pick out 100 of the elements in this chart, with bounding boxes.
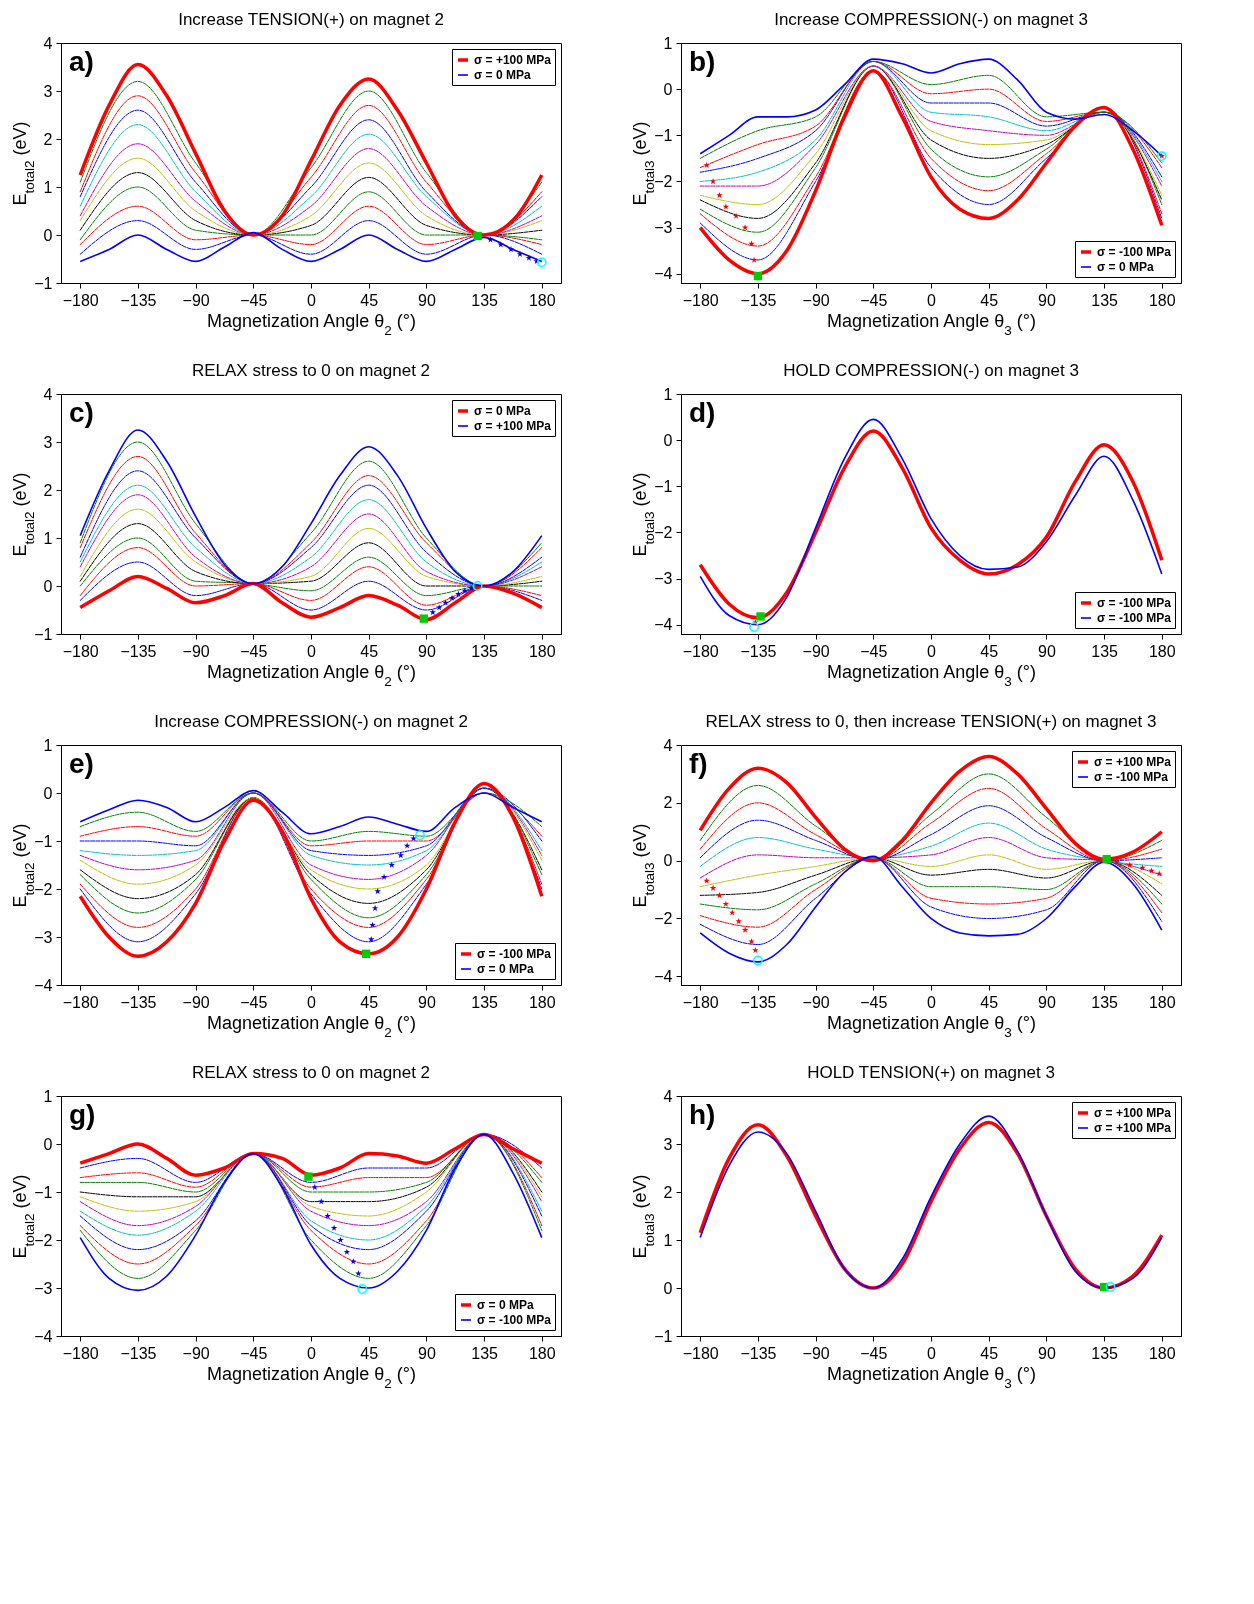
y-tick-label: −1 <box>654 1327 673 1345</box>
x-tick-label: 0 <box>927 993 937 1011</box>
x-tick-label: 45 <box>360 993 379 1011</box>
annotation: f) <box>689 748 708 779</box>
annotation: b) <box>689 46 716 77</box>
x-tick-label: −90 <box>182 291 210 309</box>
y-tick-label: −3 <box>654 219 673 237</box>
x-tick-label: 45 <box>980 993 999 1011</box>
y-tick-label: −4 <box>654 616 673 634</box>
x-tick-label: 0 <box>927 1344 937 1362</box>
x-tick-label: −45 <box>240 1344 268 1362</box>
x-tick-label: 135 <box>471 1344 499 1362</box>
chart-title: Increase COMPRESSION(-) on magnet 2 <box>154 712 468 731</box>
y-tick-label: 0 <box>663 431 673 449</box>
x-tick-label: −135 <box>120 642 157 660</box>
legend-label: σ = +100 MPa <box>474 53 552 67</box>
legend-label: σ = +100 MPa <box>1094 755 1172 769</box>
x-tick-label: −45 <box>860 642 888 660</box>
y-tick-label: 1 <box>43 1087 53 1105</box>
x-tick-label: 135 <box>1091 1344 1119 1362</box>
y-tick-label: −4 <box>654 967 673 985</box>
y-tick-label: 0 <box>43 784 53 802</box>
x-tick-label: 90 <box>1037 993 1056 1011</box>
x-tick-label: 180 <box>528 993 556 1011</box>
x-tick-label: −45 <box>860 1344 888 1362</box>
x-tick-label: −135 <box>740 993 777 1011</box>
y-tick-label: 3 <box>43 82 53 100</box>
x-tick-label: 0 <box>307 1344 317 1362</box>
x-tick-label: 0 <box>307 642 317 660</box>
y-tick-label: −3 <box>34 1279 53 1297</box>
y-tick-label: −3 <box>34 928 53 946</box>
x-tick-label: 45 <box>980 642 999 660</box>
x-tick-label: 0 <box>307 993 317 1011</box>
y-tick-label: 1 <box>43 178 53 196</box>
y-tick-label: −2 <box>34 1231 53 1249</box>
y-tick-label: 2 <box>663 1183 673 1201</box>
x-axis-title: Magnetization Angle θ$_{3}$ (°) <box>827 310 1036 337</box>
x-tick-label: 180 <box>528 1344 556 1362</box>
x-tick-label: 45 <box>980 291 999 309</box>
x-tick-label: 135 <box>1091 993 1119 1011</box>
annotation: g) <box>69 1099 96 1130</box>
y-tick-label: 4 <box>663 736 673 754</box>
x-tick-label: −180 <box>62 642 99 660</box>
x-tick-label: 135 <box>471 642 499 660</box>
x-tick-label: 180 <box>1148 1344 1176 1362</box>
x-tick-label: 180 <box>528 291 556 309</box>
x-tick-label: −45 <box>860 291 888 309</box>
x-tick-label: 90 <box>1037 291 1056 309</box>
y-tick-label: 2 <box>43 130 53 148</box>
x-tick-label: 45 <box>360 642 379 660</box>
x-axis-title: Magnetization Angle θ$_{2}$ (°) <box>207 1363 416 1390</box>
y-tick-label: −4 <box>34 976 53 994</box>
legend-label: σ = +100 MPa <box>1094 1121 1172 1135</box>
y-tick-label: 4 <box>663 1087 673 1105</box>
x-tick-label: 135 <box>1091 642 1119 660</box>
x-tick-label: 90 <box>1037 642 1056 660</box>
legend-label: σ = -100 MPa <box>1097 611 1172 625</box>
x-tick-label: −135 <box>740 642 777 660</box>
x-tick-label: −45 <box>240 642 268 660</box>
x-tick-label: −180 <box>682 993 719 1011</box>
x-tick-label: −135 <box>120 993 157 1011</box>
legend-label: σ = -100 MPa <box>477 947 552 961</box>
y-tick-label: 2 <box>663 794 673 812</box>
x-tick-label: −135 <box>740 291 777 309</box>
chart-title: RELAX stress to 0 on magnet 2 <box>191 1063 431 1082</box>
x-tick-label: −135 <box>120 291 157 309</box>
annotation: h) <box>689 1099 716 1130</box>
x-tick-label: 180 <box>528 642 556 660</box>
chart-title: RELAX stress to 0, then increase TENSION(+) on magnet 3 <box>705 712 1157 731</box>
y-tick-label: −2 <box>34 880 53 898</box>
x-tick-label: 135 <box>471 291 499 309</box>
y-tick-label: 3 <box>43 433 53 451</box>
y-tick-label: 4 <box>43 34 53 52</box>
legend-label: σ = -100 MPa <box>1097 245 1172 259</box>
chart-title: RELAX stress to 0 on magnet 2 <box>191 361 431 380</box>
y-tick-label: −1 <box>34 625 53 643</box>
x-tick-label: −45 <box>860 993 888 1011</box>
x-tick-label: −135 <box>120 1344 157 1362</box>
y-tick-label: 1 <box>43 529 53 547</box>
x-axis-title: Magnetization Angle θ$_{2}$ (°) <box>207 310 416 337</box>
x-tick-label: −180 <box>682 291 719 309</box>
x-tick-label: 180 <box>1148 993 1176 1011</box>
x-tick-label: 90 <box>417 642 436 660</box>
x-tick-label: 135 <box>1091 291 1119 309</box>
legend-label: σ = 0 MPa <box>477 1298 534 1312</box>
y-tick-label: 1 <box>663 385 673 403</box>
chart-title: HOLD TENSION(+) on magnet 3 <box>807 1063 1055 1082</box>
y-tick-label: 2 <box>43 481 53 499</box>
x-tick-label: −90 <box>802 993 830 1011</box>
y-tick-label: 0 <box>43 577 53 595</box>
x-tick-label: 135 <box>471 993 499 1011</box>
x-tick-label: −135 <box>740 1344 777 1362</box>
x-tick-label: 180 <box>1148 642 1176 660</box>
y-tick-label: −3 <box>654 570 673 588</box>
legend-label: σ = -100 MPa <box>1094 770 1169 784</box>
legend-label: σ = -100 MPa <box>1097 596 1172 610</box>
y-tick-label: 0 <box>663 852 673 870</box>
annotation: c) <box>69 397 94 428</box>
y-tick-label: 1 <box>663 34 673 52</box>
y-tick-label: −4 <box>654 265 673 283</box>
